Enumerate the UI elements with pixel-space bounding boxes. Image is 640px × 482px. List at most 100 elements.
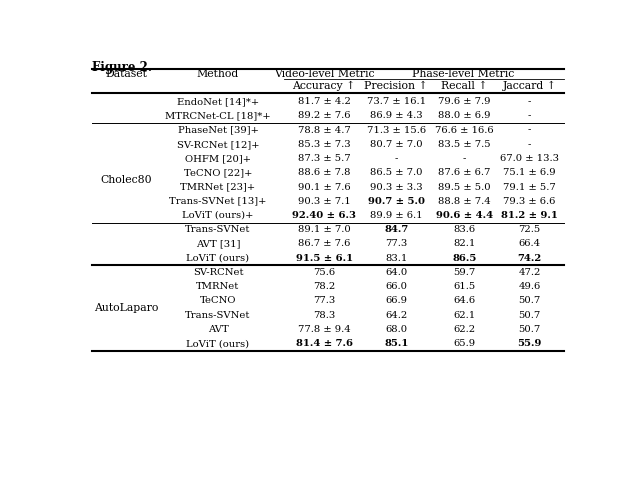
Text: -: - xyxy=(528,111,531,120)
Text: 81.7 ± 4.2: 81.7 ± 4.2 xyxy=(298,97,351,106)
Text: 88.6 ± 7.8: 88.6 ± 7.8 xyxy=(298,168,350,177)
Text: 79.3 ± 6.6: 79.3 ± 6.6 xyxy=(503,197,556,206)
Text: 55.9: 55.9 xyxy=(517,339,541,348)
Text: -: - xyxy=(528,97,531,106)
Text: EndoNet [14]*+: EndoNet [14]*+ xyxy=(177,97,259,106)
Text: 79.6 ± 7.9: 79.6 ± 7.9 xyxy=(438,97,491,106)
Text: 75.1 ± 6.9: 75.1 ± 6.9 xyxy=(503,168,556,177)
Text: Cholec80: Cholec80 xyxy=(100,175,152,185)
Text: 90.3 ± 7.1: 90.3 ± 7.1 xyxy=(298,197,351,206)
Text: 88.8 ± 7.4: 88.8 ± 7.4 xyxy=(438,197,491,206)
Text: 92.40 ± 6.3: 92.40 ± 6.3 xyxy=(292,211,356,220)
Text: 67.0 ± 13.3: 67.0 ± 13.3 xyxy=(500,154,559,163)
Text: Recall ↑: Recall ↑ xyxy=(441,81,488,91)
Text: 73.7 ± 16.1: 73.7 ± 16.1 xyxy=(367,97,426,106)
Text: Trans-SVNet: Trans-SVNet xyxy=(185,311,251,320)
Text: 83.6: 83.6 xyxy=(453,225,476,234)
Text: 89.1 ± 7.0: 89.1 ± 7.0 xyxy=(298,225,351,234)
Text: 50.7: 50.7 xyxy=(518,296,541,306)
Text: 47.2: 47.2 xyxy=(518,268,541,277)
Text: Trans-SVNet: Trans-SVNet xyxy=(185,225,251,234)
Text: Accuracy ↑: Accuracy ↑ xyxy=(292,81,356,92)
Text: 85.3 ± 7.3: 85.3 ± 7.3 xyxy=(298,140,351,149)
Text: 74.2: 74.2 xyxy=(517,254,541,263)
Text: 90.1 ± 7.6: 90.1 ± 7.6 xyxy=(298,183,351,191)
Text: Trans-SVNet [13]+: Trans-SVNet [13]+ xyxy=(169,197,267,206)
Text: 86.5: 86.5 xyxy=(452,254,477,263)
Text: 64.2: 64.2 xyxy=(385,311,407,320)
Text: AutoLaparo: AutoLaparo xyxy=(94,303,159,313)
Text: 78.2: 78.2 xyxy=(313,282,335,291)
Text: 81.2 ± 9.1: 81.2 ± 9.1 xyxy=(501,211,558,220)
Text: Dataset: Dataset xyxy=(106,69,147,79)
Text: MTRCNet-CL [18]*+: MTRCNet-CL [18]*+ xyxy=(165,111,271,120)
Text: 83.1: 83.1 xyxy=(385,254,408,263)
Text: LoViT (ours): LoViT (ours) xyxy=(186,254,250,263)
Text: 66.9: 66.9 xyxy=(385,296,407,306)
Text: 49.6: 49.6 xyxy=(518,282,541,291)
Text: Phase-level Metric: Phase-level Metric xyxy=(412,69,514,79)
Text: 86.5 ± 7.0: 86.5 ± 7.0 xyxy=(370,168,422,177)
Text: PhaseNet [39]+: PhaseNet [39]+ xyxy=(177,125,259,134)
Text: 82.1: 82.1 xyxy=(453,240,476,249)
Text: 64.0: 64.0 xyxy=(385,268,407,277)
Text: 62.2: 62.2 xyxy=(453,325,476,334)
Text: 90.7 ± 5.0: 90.7 ± 5.0 xyxy=(368,197,425,206)
Text: 81.4 ± 7.6: 81.4 ± 7.6 xyxy=(296,339,353,348)
Text: -: - xyxy=(394,154,398,163)
Text: Figure 2.: Figure 2. xyxy=(92,61,152,74)
Text: 77.8 ± 9.4: 77.8 ± 9.4 xyxy=(298,325,351,334)
Text: 68.0: 68.0 xyxy=(385,325,407,334)
Text: 83.5 ± 7.5: 83.5 ± 7.5 xyxy=(438,140,491,149)
Text: 50.7: 50.7 xyxy=(518,311,541,320)
Text: Video-level Metric: Video-level Metric xyxy=(274,69,374,79)
Text: 71.3 ± 15.6: 71.3 ± 15.6 xyxy=(367,125,426,134)
Text: LoViT (ours): LoViT (ours) xyxy=(186,339,250,348)
Text: 65.9: 65.9 xyxy=(453,339,476,348)
Text: SV-RCNet [12]+: SV-RCNet [12]+ xyxy=(177,140,259,149)
Text: 50.7: 50.7 xyxy=(518,325,541,334)
Text: 88.0 ± 6.9: 88.0 ± 6.9 xyxy=(438,111,491,120)
Text: 72.5: 72.5 xyxy=(518,225,541,234)
Text: Method: Method xyxy=(197,69,239,79)
Text: 66.4: 66.4 xyxy=(518,240,541,249)
Text: 80.7 ± 7.0: 80.7 ± 7.0 xyxy=(370,140,422,149)
Text: SV-RCNet: SV-RCNet xyxy=(193,268,243,277)
Text: 87.6 ± 6.7: 87.6 ± 6.7 xyxy=(438,168,491,177)
Text: 85.1: 85.1 xyxy=(384,339,408,348)
Text: 91.5 ± 6.1: 91.5 ± 6.1 xyxy=(296,254,353,263)
Text: 66.0: 66.0 xyxy=(385,282,407,291)
Text: 87.3 ± 5.7: 87.3 ± 5.7 xyxy=(298,154,351,163)
Text: TeCNO: TeCNO xyxy=(200,296,236,306)
Text: 59.7: 59.7 xyxy=(453,268,476,277)
Text: -: - xyxy=(463,154,466,163)
Text: TMRNet [23]+: TMRNet [23]+ xyxy=(180,183,255,191)
Text: AVT: AVT xyxy=(207,325,228,334)
Text: 84.7: 84.7 xyxy=(384,225,408,234)
Text: 62.1: 62.1 xyxy=(453,311,476,320)
Text: 89.5 ± 5.0: 89.5 ± 5.0 xyxy=(438,183,491,191)
Text: Jaccard ↑: Jaccard ↑ xyxy=(502,81,556,92)
Text: 77.3: 77.3 xyxy=(385,240,407,249)
Text: 89.9 ± 6.1: 89.9 ± 6.1 xyxy=(370,211,422,220)
Text: OHFM [20]+: OHFM [20]+ xyxy=(185,154,251,163)
Text: 78.8 ± 4.7: 78.8 ± 4.7 xyxy=(298,125,351,134)
Text: -: - xyxy=(528,125,531,134)
Text: AVT [31]: AVT [31] xyxy=(196,240,240,249)
Text: -: - xyxy=(528,140,531,149)
Text: 76.6 ± 16.6: 76.6 ± 16.6 xyxy=(435,125,493,134)
Text: Precision ↑: Precision ↑ xyxy=(364,81,428,91)
Text: TeCNO [22]+: TeCNO [22]+ xyxy=(184,168,252,177)
Text: 86.7 ± 7.6: 86.7 ± 7.6 xyxy=(298,240,350,249)
Text: 89.2 ± 7.6: 89.2 ± 7.6 xyxy=(298,111,350,120)
Text: 78.3: 78.3 xyxy=(313,311,335,320)
Text: 79.1 ± 5.7: 79.1 ± 5.7 xyxy=(503,183,556,191)
Text: 90.6 ± 4.4: 90.6 ± 4.4 xyxy=(436,211,493,220)
Text: LoViT (ours)+: LoViT (ours)+ xyxy=(182,211,253,220)
Text: 64.6: 64.6 xyxy=(453,296,476,306)
Text: 77.3: 77.3 xyxy=(313,296,335,306)
Text: 75.6: 75.6 xyxy=(313,268,335,277)
Text: TMRNet: TMRNet xyxy=(196,282,239,291)
Text: 86.9 ± 4.3: 86.9 ± 4.3 xyxy=(370,111,422,120)
Text: 61.5: 61.5 xyxy=(453,282,476,291)
